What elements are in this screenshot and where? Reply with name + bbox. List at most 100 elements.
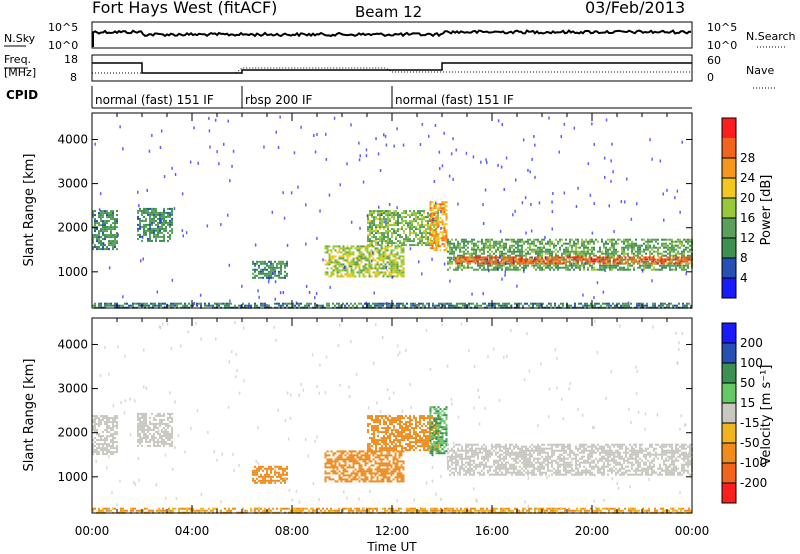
heatmap-cell	[681, 256, 683, 259]
heatmap-cell	[517, 248, 519, 251]
heatmap-cell	[383, 421, 385, 424]
heatmap-cell	[617, 254, 619, 257]
heatmap-cell	[169, 438, 171, 441]
heatmap-cell	[501, 254, 503, 257]
heatmap-cell	[599, 246, 601, 249]
heatmap-cell	[635, 254, 637, 257]
heatmap-cell	[539, 250, 541, 253]
heatmap-cell	[372, 464, 375, 467]
heatmap-cell	[435, 239, 438, 242]
heatmap-cell	[196, 304, 198, 307]
heatmap-cell	[151, 207, 153, 210]
heatmap-cell	[342, 464, 345, 467]
heatmap-cell	[673, 254, 675, 257]
heatmap-cell	[382, 255, 385, 258]
heatmap-cell	[394, 245, 397, 248]
heatmap-cell	[254, 276, 256, 279]
heatmap-cell	[431, 228, 433, 231]
heatmap-cell	[278, 473, 280, 476]
heatmap-cell	[401, 226, 403, 229]
heatmap-cell	[360, 257, 363, 260]
heatmap-cell	[394, 247, 397, 250]
heatmap-cell	[332, 468, 335, 471]
heatmap-cell	[503, 260, 505, 263]
heatmap-cell	[402, 251, 405, 254]
heatmap-cell	[411, 232, 413, 235]
scatter-point	[141, 235, 144, 239]
heatmap-cell	[523, 268, 525, 271]
heatmap-cell	[402, 478, 405, 481]
scatter-point	[199, 293, 202, 297]
heatmap-cell	[649, 264, 651, 267]
heatmap-cell	[159, 215, 161, 218]
heatmap-cell	[657, 250, 659, 253]
heatmap-cell	[377, 421, 379, 424]
heatmap-cell	[153, 209, 155, 212]
heatmap-cell	[681, 254, 683, 257]
heatmap-cell	[583, 246, 585, 249]
heatmap-cell	[439, 221, 442, 224]
scatter-point	[263, 145, 265, 149]
scatter-point	[223, 142, 225, 146]
heatmap-cell	[171, 428, 173, 431]
heatmap-cell	[405, 234, 407, 237]
heatmap-cell	[580, 302, 582, 305]
heatmap-cell	[541, 252, 543, 255]
heatmap-cell	[371, 425, 373, 428]
heatmap-cell	[328, 249, 331, 252]
heatmap-cell	[149, 444, 151, 447]
heatmap-cell	[149, 426, 151, 429]
heatmap-cell	[630, 302, 632, 305]
heatmap-cell	[671, 242, 673, 245]
heatmap-cell	[362, 472, 365, 475]
heatmap-cell	[139, 434, 141, 437]
heatmap-cell	[676, 256, 679, 259]
heatmap-cell	[368, 265, 371, 268]
heatmap-cell	[381, 447, 383, 450]
heatmap-cell	[563, 242, 565, 245]
heatmap-cell	[623, 268, 625, 271]
heatmap-cell	[661, 244, 663, 247]
heatmap-cell	[626, 304, 628, 307]
heatmap-cell	[106, 210, 108, 213]
scatter-point	[377, 152, 380, 156]
heatmap-cell	[268, 304, 270, 307]
scatter-point	[220, 223, 222, 227]
heatmap-cell	[541, 256, 543, 259]
heatmap-cell	[248, 304, 250, 307]
heatmap-cell	[112, 451, 114, 454]
heatmap-cell	[585, 254, 587, 257]
heatmap-cell	[336, 259, 339, 262]
heatmap-cell	[534, 302, 536, 305]
heatmap-cell	[491, 250, 493, 253]
heatmap-cell	[352, 466, 355, 469]
heatmap-cell	[539, 264, 541, 267]
scatter-point	[514, 209, 516, 213]
scatter-point	[258, 295, 260, 299]
heatmap-cell	[137, 434, 139, 437]
heatmap-cell	[264, 481, 266, 484]
heatmap-cell	[379, 222, 381, 225]
heatmap-cell	[503, 246, 505, 249]
heatmap-cell	[477, 264, 479, 267]
heatmap-cell	[655, 268, 657, 271]
heatmap-cell	[409, 224, 411, 227]
heatmap-cell	[336, 460, 339, 463]
heatmap-cell	[172, 304, 174, 307]
heatmap-cell	[348, 265, 351, 268]
heatmap-cell	[494, 262, 497, 265]
heatmap-cell	[468, 256, 471, 259]
heatmap-cell	[360, 255, 363, 258]
heatmap-cell	[153, 422, 155, 425]
heatmap-cell	[402, 480, 405, 483]
heatmap-cell	[110, 244, 112, 247]
heatmap-cell	[332, 454, 335, 457]
heatmap-cell	[106, 447, 108, 450]
heatmap-cell	[141, 430, 143, 433]
heatmap-cell	[511, 246, 513, 249]
heatmap-cell	[377, 443, 379, 446]
heatmap-cell	[350, 454, 353, 457]
heatmap-cell	[348, 247, 351, 250]
heatmap-cell	[542, 262, 545, 265]
